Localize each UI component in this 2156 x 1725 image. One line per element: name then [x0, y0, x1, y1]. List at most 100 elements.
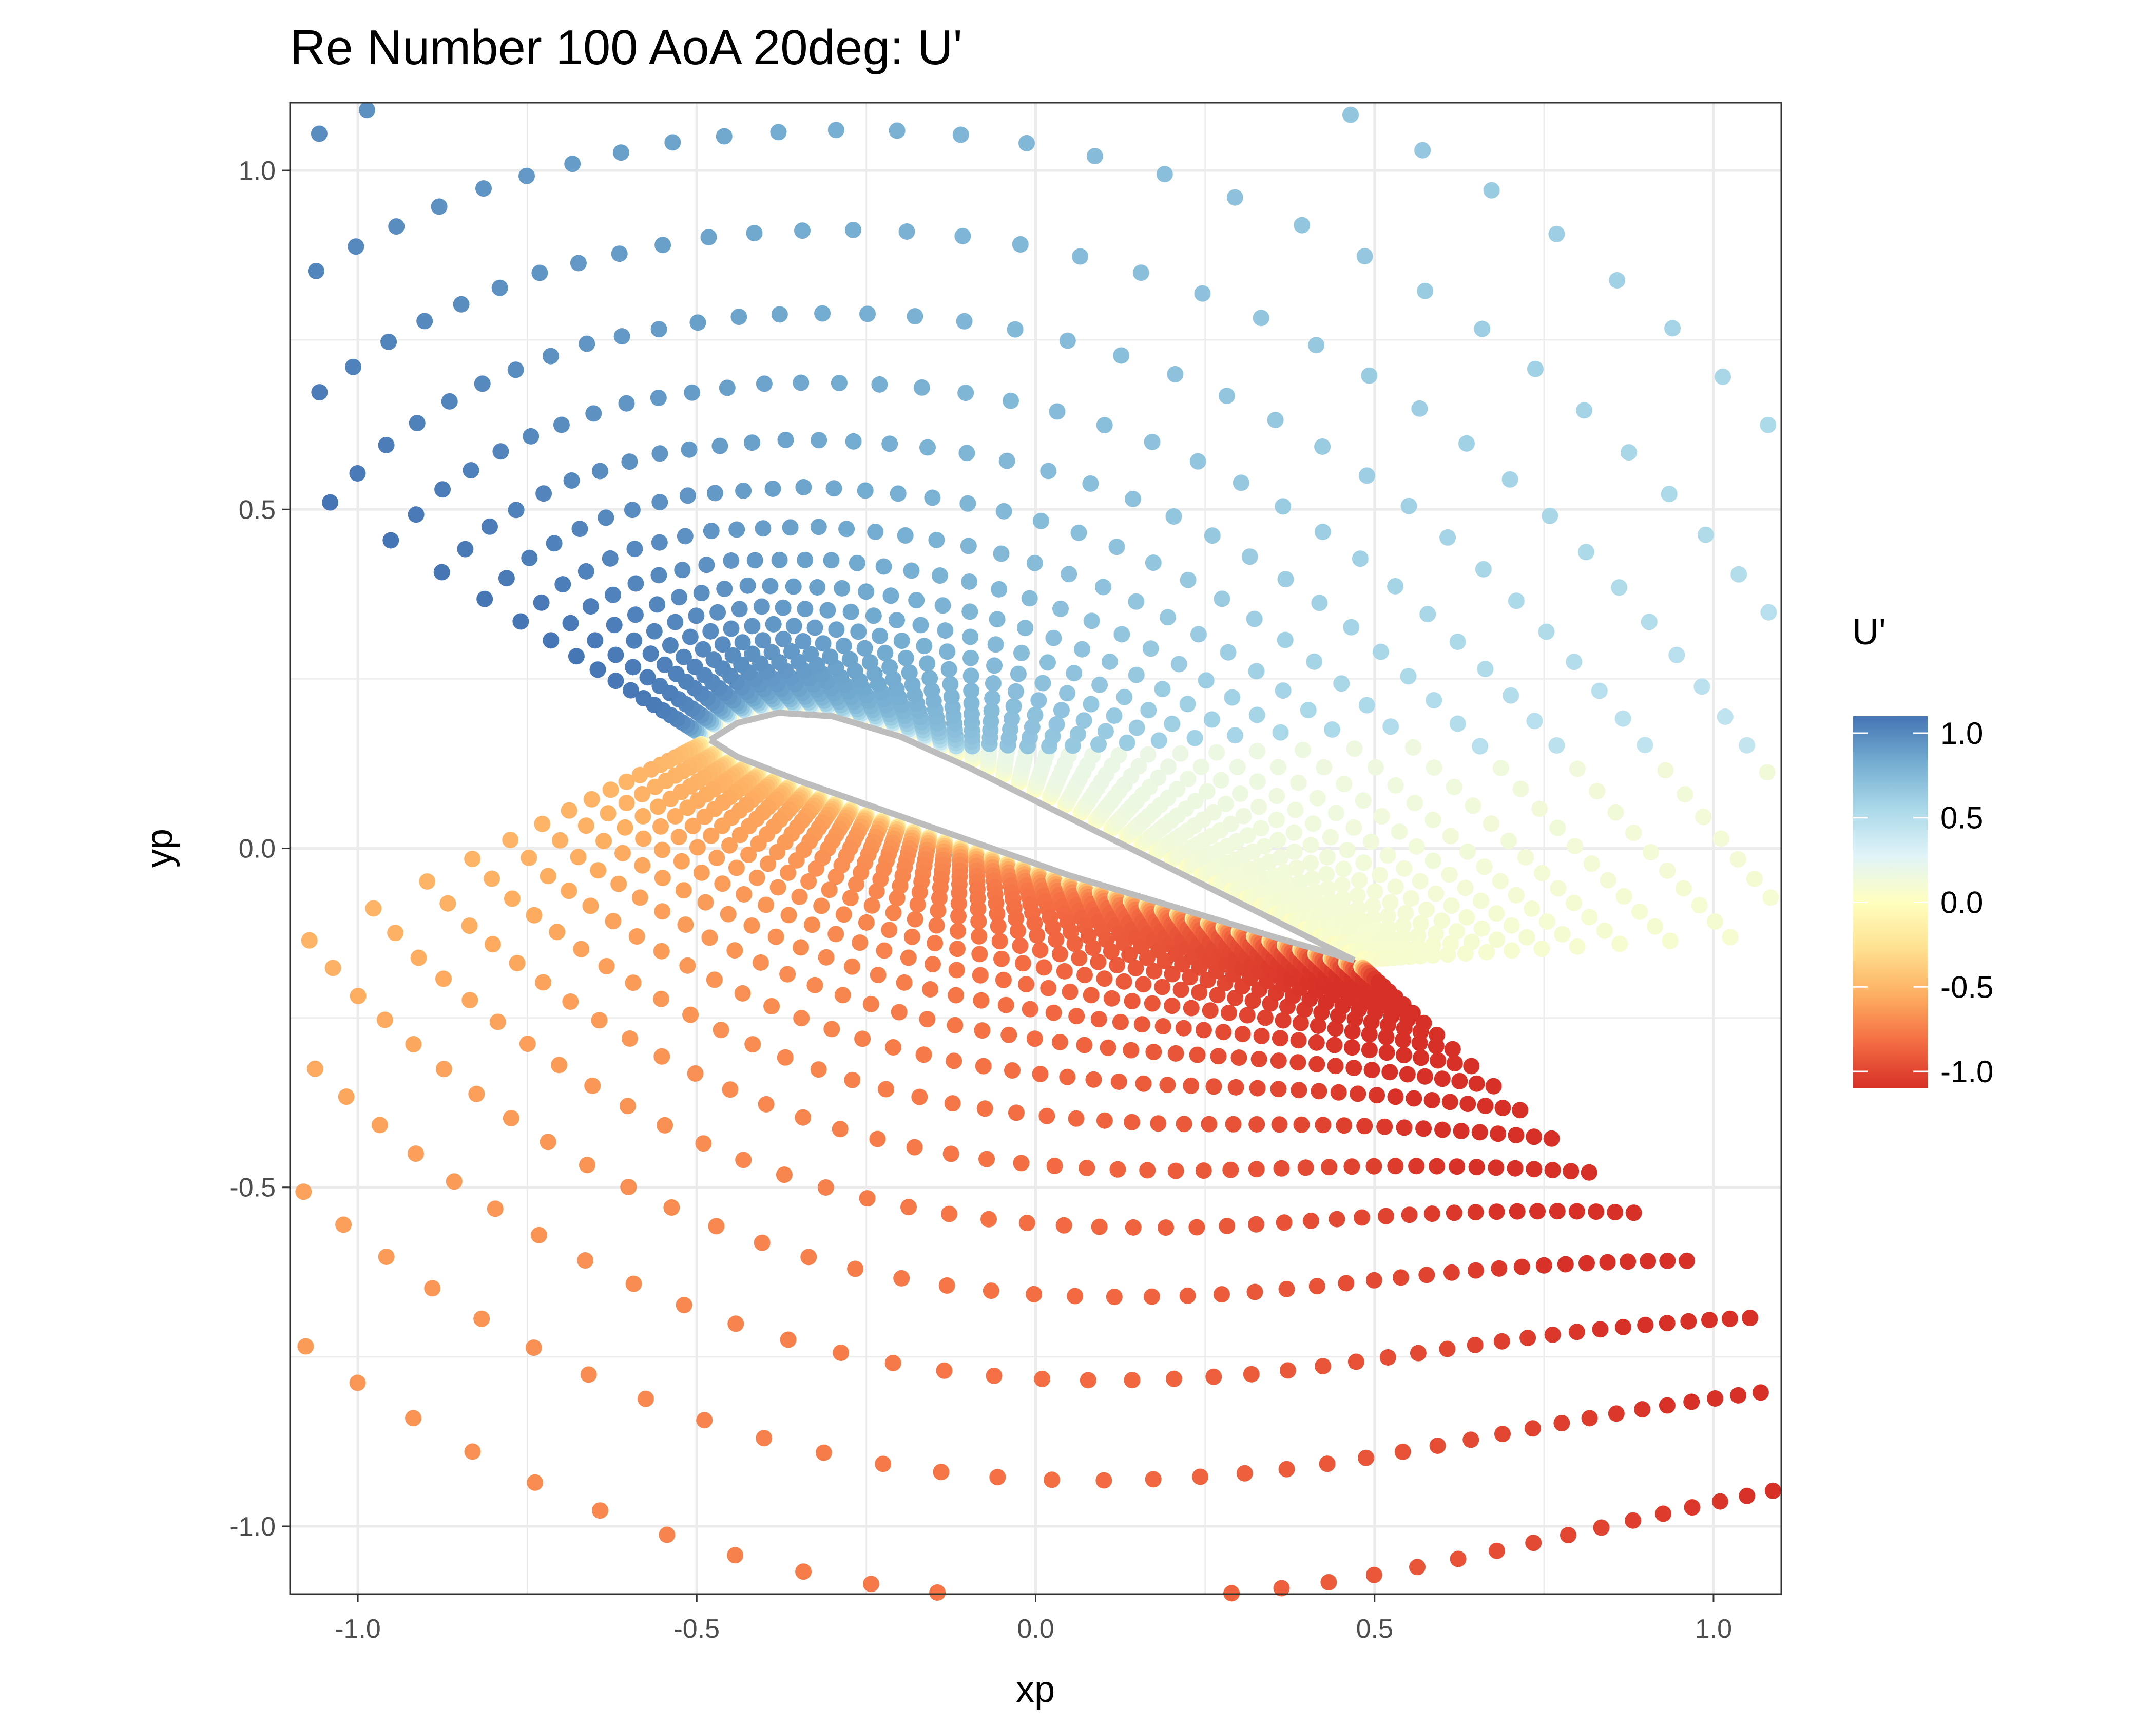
- data-point: [936, 1362, 953, 1379]
- data-point: [1378, 1208, 1394, 1224]
- data-point: [1358, 1449, 1375, 1466]
- data-point: [631, 766, 648, 783]
- data-point: [1467, 1336, 1484, 1353]
- data-point: [1494, 1426, 1511, 1443]
- data-point: [577, 1252, 594, 1269]
- data-point: [1442, 828, 1459, 845]
- data-point: [621, 1030, 638, 1047]
- data-point: [989, 905, 1006, 922]
- data-point: [549, 924, 566, 941]
- data-point: [1526, 1128, 1543, 1145]
- data-point: [1668, 646, 1685, 663]
- data-point: [1179, 1287, 1196, 1304]
- data-point: [1742, 1310, 1759, 1326]
- data-point: [696, 808, 713, 825]
- data-point: [584, 1077, 601, 1094]
- data-point: [1086, 148, 1103, 165]
- data-point: [1411, 400, 1428, 417]
- data-point: [388, 218, 405, 235]
- data-point: [989, 611, 1006, 628]
- data-point: [844, 1071, 861, 1088]
- data-point: [1130, 758, 1147, 775]
- data-point: [1080, 1372, 1096, 1389]
- data-point: [1061, 566, 1077, 583]
- data-point: [1581, 1164, 1597, 1181]
- data-point: [649, 798, 666, 815]
- data-point: [1144, 995, 1161, 1012]
- data-point: [1059, 1068, 1076, 1085]
- data-point: [507, 361, 524, 378]
- data-point: [677, 916, 694, 933]
- data-point: [1443, 897, 1460, 914]
- data-point: [819, 602, 836, 619]
- data-point: [1022, 1001, 1038, 1018]
- data-point: [721, 837, 738, 854]
- data-point: [631, 889, 648, 906]
- data-point: [1223, 1585, 1240, 1602]
- data-point: [702, 623, 719, 640]
- data-point: [862, 995, 879, 1012]
- data-point: [624, 502, 641, 519]
- data-point: [861, 654, 878, 671]
- data-point: [1125, 1219, 1142, 1236]
- data-point: [881, 435, 898, 452]
- data-point: [758, 896, 775, 913]
- data-point: [827, 122, 844, 139]
- data-point: [950, 923, 967, 940]
- data-point: [885, 1039, 901, 1056]
- data-point: [800, 1249, 817, 1266]
- data-point: [1488, 1203, 1505, 1220]
- data-point: [1250, 1051, 1267, 1067]
- data-point: [1233, 474, 1249, 491]
- data-point: [434, 481, 451, 498]
- data-point: [841, 651, 858, 668]
- data-point: [1478, 944, 1495, 961]
- data-point: [1303, 1212, 1319, 1229]
- data-point: [911, 1088, 928, 1105]
- data-point: [687, 1065, 704, 1082]
- data-point: [765, 616, 782, 632]
- data-point: [882, 587, 899, 604]
- data-point: [1277, 631, 1294, 648]
- data-point: [1508, 592, 1525, 609]
- data-point: [1008, 1104, 1025, 1121]
- data-point: [755, 632, 772, 649]
- data-point: [780, 865, 797, 881]
- data-point: [1017, 620, 1034, 637]
- data-point: [1475, 561, 1492, 578]
- data-point: [769, 879, 786, 896]
- data-point: [1035, 959, 1052, 976]
- data-point: [1230, 1049, 1247, 1066]
- data-point: [779, 966, 796, 983]
- data-point: [1308, 337, 1325, 354]
- colorbar-tick-label: 0.5: [1940, 801, 1983, 835]
- data-point: [1693, 678, 1710, 695]
- y-tick-label: -0.5: [229, 1173, 276, 1203]
- data-point: [1224, 689, 1241, 706]
- data-point: [1199, 783, 1216, 800]
- data-point: [834, 580, 851, 597]
- data-point: [650, 321, 667, 338]
- data-point: [1412, 948, 1429, 965]
- data-point: [889, 612, 905, 628]
- data-point: [919, 439, 936, 456]
- data-point: [950, 908, 967, 925]
- data-point: [1387, 878, 1404, 895]
- data-point: [1418, 1267, 1435, 1283]
- data-point: [684, 384, 701, 401]
- data-point: [838, 521, 855, 538]
- data-point: [1218, 388, 1235, 405]
- data-point: [503, 1110, 519, 1126]
- data-point: [635, 830, 652, 847]
- data-point: [1189, 1046, 1206, 1063]
- data-point: [1404, 1005, 1421, 1022]
- data-point: [1701, 1312, 1718, 1329]
- data-point: [1592, 1321, 1609, 1338]
- data-point: [1507, 1160, 1524, 1177]
- data-point: [1008, 910, 1025, 927]
- data-point: [1473, 920, 1490, 937]
- data-point: [591, 1012, 608, 1029]
- data-point: [1010, 665, 1027, 682]
- data-point: [700, 229, 717, 245]
- data-point: [674, 562, 691, 579]
